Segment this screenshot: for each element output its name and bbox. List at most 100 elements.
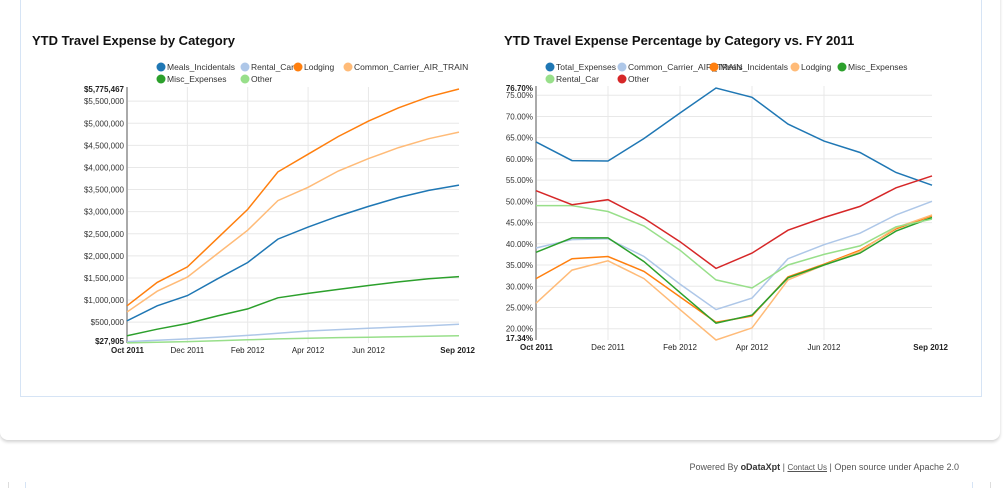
series-line-other bbox=[535, 175, 933, 270]
x-tick-label: Dec 2011 bbox=[171, 346, 205, 355]
y-tick-label: 35.00% bbox=[506, 261, 533, 270]
legend-label: Common_Carrier_AIR_TRAIN bbox=[628, 62, 742, 72]
x-tick-label: Oct 2011 bbox=[111, 346, 144, 355]
y-tick-label: $1,500,000 bbox=[84, 274, 125, 283]
expense-by-category-chart: Meals_Incidentals Rental_Car Lodging Common… bbox=[84, 62, 476, 355]
y-min-label: 17.34% bbox=[506, 334, 533, 343]
y-tick-label: 55.00% bbox=[506, 176, 533, 185]
legend-item[interactable]: Other bbox=[240, 74, 273, 84]
legend-item[interactable]: Rental_Car bbox=[240, 62, 295, 72]
y-tick-label: $2,500,000 bbox=[84, 230, 125, 239]
legend-label: Total_Expenses bbox=[556, 62, 616, 72]
legend-item[interactable]: Total_Expenses bbox=[545, 62, 617, 72]
legend-swatch-icon bbox=[240, 62, 250, 72]
y-tick-label: $3,500,000 bbox=[84, 186, 125, 195]
legend-label: Misc_Expenses bbox=[167, 74, 227, 84]
legend-swatch-icon bbox=[790, 62, 800, 72]
series-line-other bbox=[126, 335, 460, 344]
y-tick-label: $3,000,000 bbox=[84, 208, 125, 217]
legend-item[interactable]: Other bbox=[617, 74, 650, 84]
x-tick-label: Apr 2012 bbox=[292, 346, 325, 355]
legend-swatch-icon bbox=[293, 62, 303, 72]
legend-swatch-icon bbox=[156, 62, 166, 72]
y-tick-label: 40.00% bbox=[506, 240, 533, 249]
x-tick-label: Sep 2012 bbox=[913, 343, 948, 352]
footer-brand: oDataXpt bbox=[740, 462, 781, 472]
series-line-misc-expenses bbox=[126, 275, 460, 337]
y-tick-label: 20.00% bbox=[506, 325, 533, 334]
y-tick-label: 75.00% bbox=[506, 91, 533, 100]
legend-item[interactable]: Rental_Car bbox=[545, 74, 600, 84]
dashboard-card bbox=[20, 0, 982, 397]
series-line-meals-incidentals bbox=[535, 215, 933, 324]
y-tick-label: $1,000,000 bbox=[84, 296, 125, 305]
legend-swatch-icon bbox=[617, 74, 627, 84]
y-tick-label: 25.00% bbox=[506, 303, 533, 312]
divider bbox=[972, 482, 973, 488]
y-tick-label: 60.00% bbox=[506, 155, 533, 164]
legend-item[interactable]: Common_Carrier_AIR_TRAIN bbox=[343, 62, 469, 72]
divider bbox=[8, 482, 9, 488]
legend-label: Meals_Incidentals bbox=[720, 62, 788, 72]
legend-swatch-icon bbox=[709, 62, 719, 72]
divider bbox=[990, 482, 991, 488]
legend-label: Meals_Incidentals bbox=[167, 62, 235, 72]
x-tick-label: Sep 2012 bbox=[440, 346, 475, 355]
y-tick-label: 45.00% bbox=[506, 219, 533, 228]
y-min-label: $27,905 bbox=[95, 337, 124, 346]
x-tick-label: Feb 2012 bbox=[231, 346, 265, 355]
series-line-total-expenses bbox=[535, 87, 933, 186]
legend-label: Lodging bbox=[304, 62, 335, 72]
legend-item[interactable]: Meals_Incidentals bbox=[156, 62, 236, 72]
y-tick-label: 30.00% bbox=[506, 282, 533, 291]
legend-item[interactable]: Misc_Expenses bbox=[837, 62, 908, 72]
series-line-common-carrier-air-train bbox=[126, 131, 460, 313]
contact-us-link[interactable]: Contact Us bbox=[787, 463, 828, 472]
series-line-misc-expenses bbox=[535, 216, 933, 325]
legend-label: Common_Carrier_AIR_TRAIN bbox=[354, 62, 468, 72]
x-tick-label: Jun 2012 bbox=[808, 343, 841, 352]
footer-separator: | bbox=[782, 462, 785, 472]
legend-item[interactable]: Common_Carrier_AIR_TRAIN bbox=[617, 62, 743, 72]
series-line-lodging bbox=[535, 214, 933, 341]
charts-panel bbox=[20, 0, 982, 397]
chart-title-left: YTD Travel Expense by Category bbox=[32, 33, 236, 48]
expense-percentage-chart: Total_Expenses Common_Carrier_AIR_TRAINMe… bbox=[506, 62, 949, 352]
legend-swatch-icon bbox=[343, 62, 353, 72]
legend-swatch-icon bbox=[156, 74, 166, 84]
footer-license: Open source under Apache 2.0 bbox=[834, 462, 959, 472]
legend-label: Misc_Expenses bbox=[848, 62, 908, 72]
legend-label: Lodging bbox=[801, 62, 832, 72]
legend-label: Other bbox=[628, 74, 649, 84]
legend-swatch-icon bbox=[240, 74, 250, 84]
legend-item[interactable]: Lodging bbox=[293, 62, 335, 72]
series-line-lodging bbox=[126, 88, 460, 307]
legend-item[interactable]: Misc_Expenses bbox=[156, 74, 227, 84]
legend-swatch-icon bbox=[617, 62, 627, 72]
y-tick-label: 70.00% bbox=[506, 112, 533, 121]
x-tick-label: Dec 2011 bbox=[591, 343, 625, 352]
series-line-common-carrier-air-train bbox=[535, 200, 933, 311]
y-max-label: $5,775,467 bbox=[84, 85, 125, 94]
legend-label: Rental_Car bbox=[556, 74, 599, 84]
chart-title-right: YTD Travel Expense Percentage by Categor… bbox=[504, 33, 855, 48]
y-tick-label: 65.00% bbox=[506, 134, 533, 143]
x-tick-label: Apr 2012 bbox=[736, 343, 769, 352]
y-tick-label: $4,000,000 bbox=[84, 163, 125, 172]
y-tick-label: $4,500,000 bbox=[84, 141, 125, 150]
series-line-rental-car bbox=[536, 204, 933, 289]
y-max-label: 76.70% bbox=[506, 84, 533, 93]
series-line-meals-incidentals bbox=[126, 184, 460, 322]
y-tick-label: $2,000,000 bbox=[84, 252, 125, 261]
y-tick-label: 50.00% bbox=[506, 197, 533, 206]
legend-swatch-icon bbox=[545, 74, 555, 84]
legend-item[interactable]: Meals_Incidentals bbox=[709, 62, 789, 72]
footer: Powered By oDataXpt | Contact Us | Open … bbox=[690, 462, 959, 472]
x-tick-label: Feb 2012 bbox=[663, 343, 697, 352]
x-tick-label: Jun 2012 bbox=[352, 346, 385, 355]
legend-item[interactable]: Lodging bbox=[790, 62, 832, 72]
legend-swatch-icon bbox=[545, 62, 555, 72]
x-tick-label: Oct 2011 bbox=[520, 343, 553, 352]
legend-label: Other bbox=[251, 74, 272, 84]
divider bbox=[25, 482, 26, 488]
